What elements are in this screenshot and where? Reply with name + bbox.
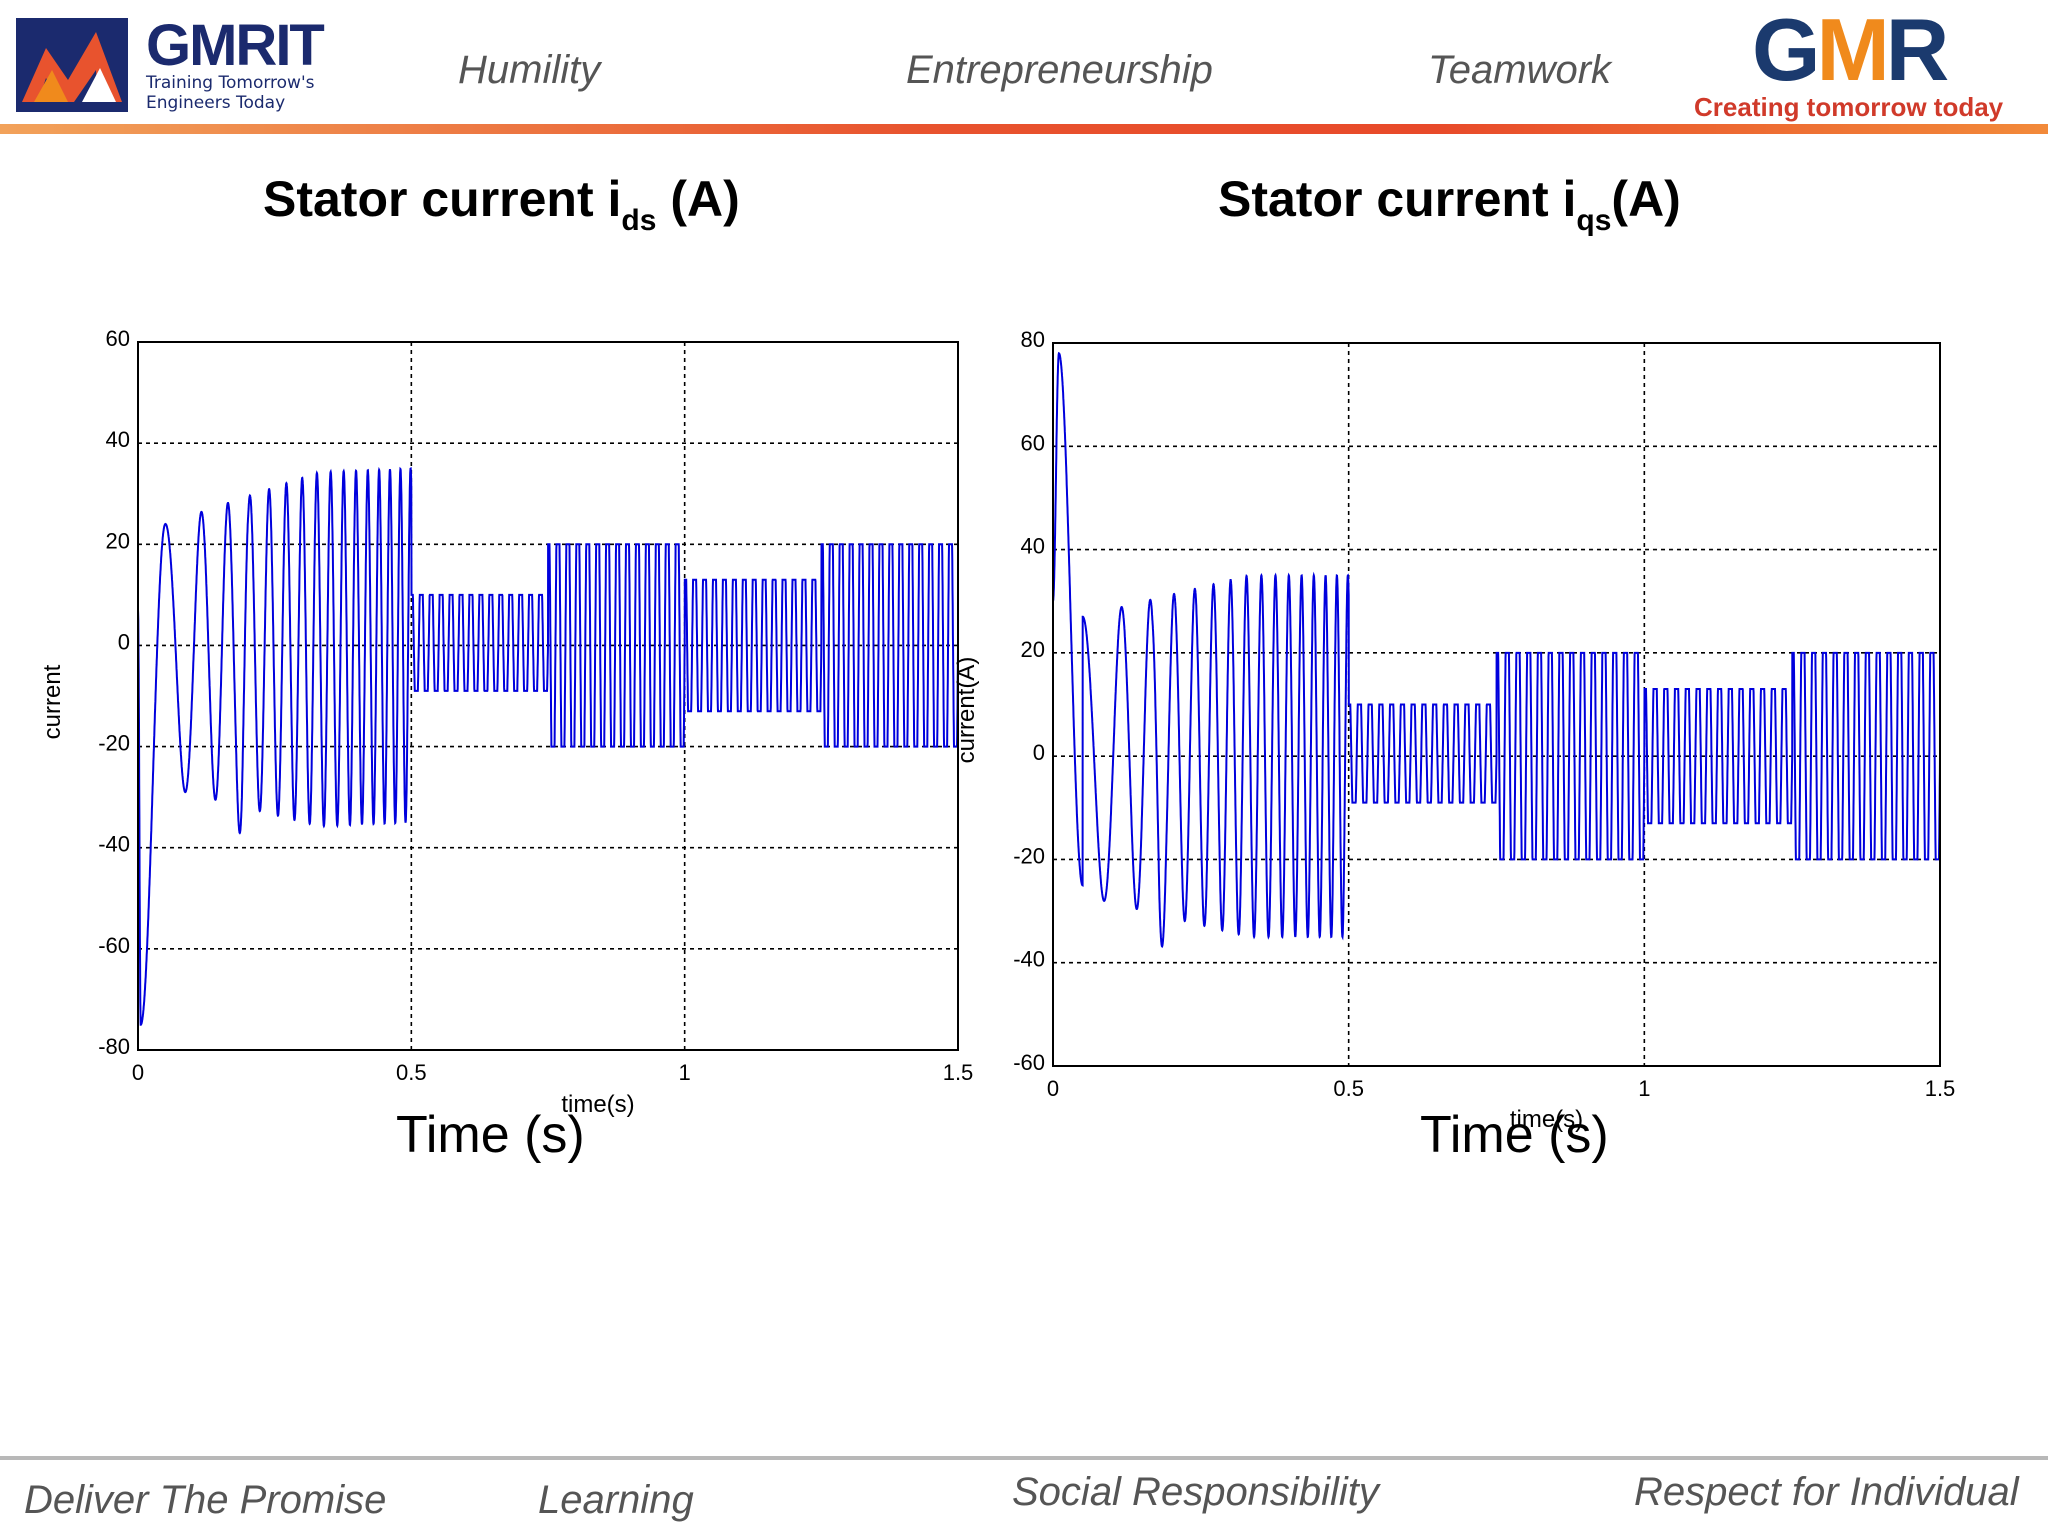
- brand-left-tagline-line2: Engineers Today: [146, 93, 286, 113]
- y-tick-label: 0: [1033, 740, 1045, 765]
- value-teamwork: Teamwork: [1428, 48, 1612, 92]
- series-line-ids: [137, 466, 959, 1026]
- y-tick-label: -20: [98, 731, 130, 756]
- time-caption-ids: Time (s): [396, 1106, 585, 1164]
- time-caption-iqs: Time (s): [1420, 1106, 1609, 1164]
- y-tick-label: -20: [1013, 843, 1045, 868]
- x-tick-label: 0.5: [396, 1060, 427, 1085]
- y-tick-label: -60: [98, 933, 130, 958]
- value-deliver-the-promise: Deliver The Promise: [24, 1478, 387, 1522]
- chart-title-iqs-main: Stator current i: [1218, 171, 1577, 227]
- brand-left-name: GMRIT: [146, 13, 325, 78]
- value-humility: Humility: [458, 48, 601, 92]
- chart-title-iqs: Stator current iqs(A): [1218, 170, 1681, 238]
- y-tick-label: 40: [106, 427, 130, 452]
- y-tick-label: 60: [1021, 430, 1045, 455]
- chart-title-ids-suffix: (A): [656, 171, 740, 227]
- chart-title-iqs-suffix: (A): [1611, 171, 1681, 227]
- chart-title-ids-main: Stator current i: [263, 171, 622, 227]
- y-tick-label: 80: [1021, 327, 1045, 352]
- y-tick-label: 20: [1021, 637, 1045, 662]
- value-entrepreneurship: Entrepreneurship: [906, 48, 1213, 92]
- value-social-responsibility: Social Responsibility: [1012, 1470, 1379, 1514]
- x-tick-label: 1.5: [1925, 1076, 1956, 1101]
- axes-frame: [137, 341, 959, 1051]
- value-respect-for-individual: Respect for Individual: [1634, 1470, 2019, 1514]
- chart-title-iqs-subscript: qs: [1576, 204, 1612, 237]
- header-divider: [0, 124, 2048, 134]
- chart-title-ids-subscript: ds: [621, 204, 657, 237]
- x-tick-label: 1: [679, 1060, 691, 1085]
- brand-left-tagline: Training Tomorrow's Engineers Today: [146, 73, 336, 113]
- brand-right-letter-g: G: [1752, 0, 1820, 99]
- x-axis-label: time(s): [1510, 1106, 1583, 1133]
- x-tick-label: 1.5: [943, 1060, 974, 1085]
- y-tick-label: 20: [106, 528, 130, 553]
- axes-frame: [1052, 342, 1941, 1067]
- y-tick-label: -40: [98, 832, 130, 857]
- y-tick-label: -60: [1013, 1050, 1045, 1075]
- chart-0: 0 0.5 1 1.5 60 40 20 0 -20 -40 -60 -80 time(s) curren…: [39, 326, 973, 1118]
- series-line-iqs: [1052, 351, 1941, 949]
- x-tick-label: 0: [1047, 1076, 1059, 1101]
- brand-right-letter-r: R: [1885, 0, 1950, 99]
- brand-right-name: GMR: [1752, 6, 1949, 94]
- y-tick-label: 0: [118, 629, 130, 654]
- x-axis-label: time(s): [561, 1091, 634, 1118]
- gmrit-logo-icon: [16, 18, 128, 112]
- brand-left-tagline-line1: Training Tomorrow's: [146, 73, 315, 93]
- x-tick-label: 0.5: [1333, 1076, 1364, 1101]
- chart-title-ids: Stator current ids (A): [263, 170, 740, 238]
- y-tick-label: 60: [106, 326, 130, 351]
- slide-header: GMRIT Training Tomorrow's Engineers Toda…: [0, 0, 2048, 136]
- y-tick-label: -80: [98, 1034, 130, 1059]
- footer-divider: [0, 1456, 2048, 1460]
- y-axis-label: current: [39, 664, 66, 739]
- brand-right-tagline: Creating tomorrow today: [1694, 92, 2004, 122]
- brand-right-letter-m: M: [1816, 0, 1889, 99]
- y-axis-label: current(A): [953, 657, 980, 764]
- chart-1: 0 0.5 1 1.5 80 60 40 20 0 -20 -40 -60 time(s) current…: [953, 327, 1955, 1133]
- y-tick-label: -40: [1013, 947, 1045, 972]
- value-learning: Learning: [538, 1478, 694, 1522]
- y-tick-label: 40: [1021, 534, 1045, 559]
- x-tick-label: 1: [1638, 1076, 1650, 1101]
- x-tick-label: 0: [132, 1060, 144, 1085]
